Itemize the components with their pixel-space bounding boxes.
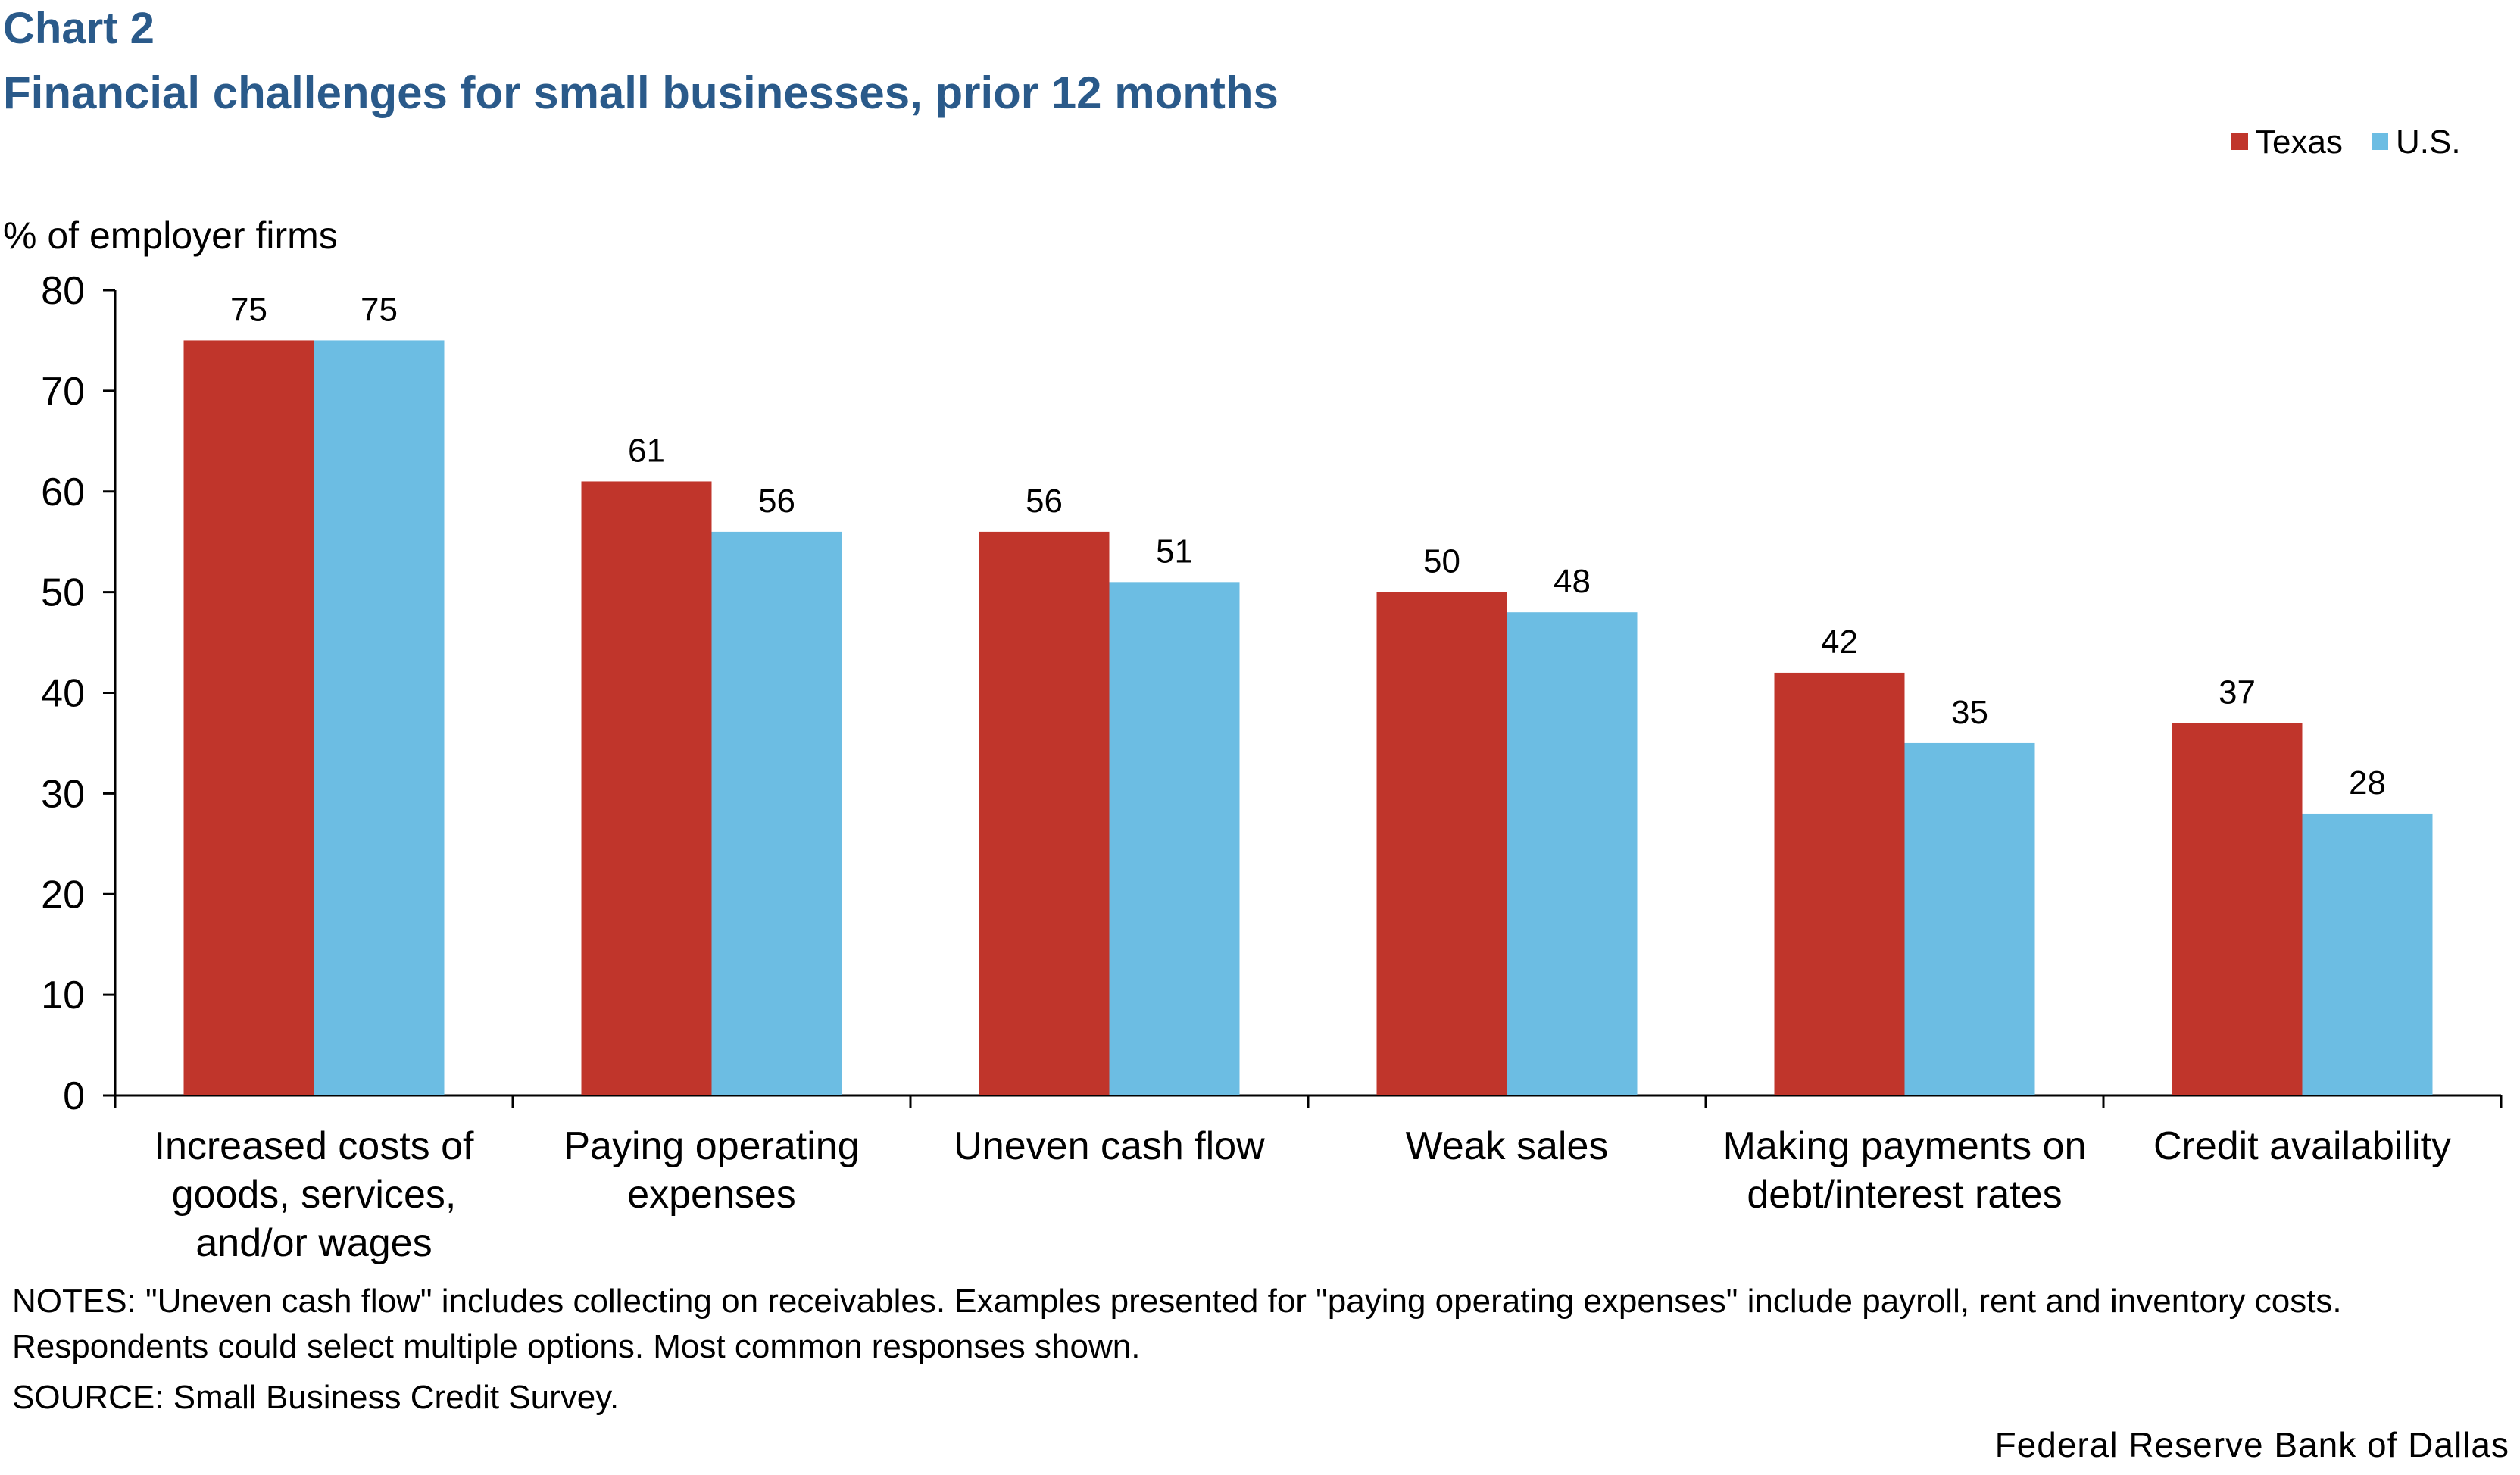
data-label: 42 — [1821, 623, 1858, 661]
data-label: 56 — [758, 483, 795, 520]
data-label: 61 — [628, 432, 665, 469]
legend-label-texas: Texas — [2256, 123, 2343, 161]
bars: 75 75 61 56 56 51 50 48 42 35 37 28 — [183, 291, 2433, 1095]
x-tick-label: Uneven cash flow — [954, 1124, 1265, 1168]
bar-texas — [581, 481, 712, 1095]
y-tick-label: 0 — [63, 1074, 85, 1118]
y-tick-label: 80 — [41, 269, 85, 313]
bar-us — [1507, 612, 1638, 1095]
data-label: 75 — [230, 291, 267, 328]
x-tick-label: Increased costs of goods, services, and/or… — [155, 1124, 475, 1265]
data-label: 28 — [2349, 764, 2386, 802]
x-tick-label-line: Paying operating — [564, 1124, 859, 1168]
y-axis: 0 10 20 30 40 50 60 70 80 — [41, 269, 117, 1118]
x-tick-label-line: Weak sales — [1406, 1124, 1609, 1168]
data-label: 50 — [1423, 543, 1460, 580]
notes-text: NOTES: "Uneven cash flow" includes colle… — [12, 1283, 2342, 1365]
data-label: 75 — [361, 291, 398, 328]
chart-title: Financial challenges for small businesse… — [3, 67, 1279, 118]
y-tick-label: 70 — [41, 370, 85, 414]
y-tick-label: 40 — [41, 672, 85, 716]
y-tick-label: 30 — [41, 772, 85, 816]
x-tick-label: Weak sales — [1406, 1124, 1609, 1168]
legend: Texas U.S. — [2231, 123, 2461, 161]
bar-texas — [979, 531, 1110, 1095]
bar-texas — [2172, 723, 2303, 1095]
x-tick-label-line: Credit availability — [2153, 1124, 2451, 1168]
x-tick-label: Making payments on debt/interest rates — [1723, 1124, 2087, 1217]
credit-text: Federal Reserve Bank of Dallas — [1994, 1425, 2509, 1464]
x-tick-label-line: expenses — [627, 1173, 796, 1217]
legend-swatch-us — [2372, 133, 2388, 150]
x-tick-label-line: debt/interest rates — [1747, 1173, 2062, 1217]
data-label: 35 — [1951, 694, 1988, 731]
legend-label-us: U.S. — [2396, 123, 2461, 161]
x-tick-labels: Increased costs of goods, services, and/or… — [155, 1124, 2452, 1265]
bar-us — [1904, 742, 2035, 1095]
bar-texas — [183, 340, 314, 1095]
bar-us — [314, 340, 445, 1095]
data-label: 51 — [1156, 533, 1193, 570]
y-tick-label: 50 — [41, 571, 85, 615]
x-tick-label-line: goods, services, — [172, 1173, 457, 1217]
bar-us — [2302, 813, 2433, 1095]
x-tick-label: Paying operating expenses — [564, 1124, 859, 1217]
y-tick-label: 10 — [41, 973, 85, 1017]
x-axis — [114, 1094, 2503, 1108]
y-axis-label: % of employer firms — [3, 214, 338, 257]
x-tick-label-line: Uneven cash flow — [954, 1124, 1265, 1168]
bar-texas — [1774, 672, 1905, 1095]
y-tick-label: 60 — [41, 470, 85, 514]
y-tick-label: 20 — [41, 873, 85, 917]
legend-swatch-texas — [2231, 133, 2248, 150]
bar-us — [711, 531, 842, 1095]
x-tick-label: Credit availability — [2153, 1124, 2451, 1168]
x-tick-label-line: Making payments on — [1723, 1124, 2087, 1168]
data-label: 37 — [2219, 673, 2256, 711]
chart-number: Chart 2 — [3, 4, 155, 53]
bar-texas — [1376, 592, 1507, 1095]
source-text: SOURCE: Small Business Credit Survey. — [12, 1379, 620, 1416]
x-tick-label-line: Increased costs of — [155, 1124, 475, 1168]
bar-us — [1109, 582, 1240, 1095]
data-label: 56 — [1026, 483, 1063, 520]
x-tick-label-line: and/or wages — [195, 1221, 432, 1265]
data-label: 48 — [1554, 563, 1591, 600]
